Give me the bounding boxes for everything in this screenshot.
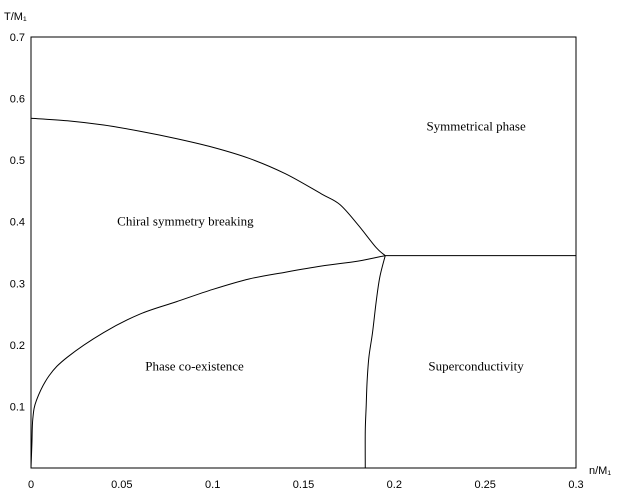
phase-boundaries (30, 117, 576, 469)
chiral-transition-curve (30, 117, 386, 256)
y-tick-labels: 0.1 0.2 0.3 0.4 0.5 0.6 0.7 (10, 32, 25, 413)
x-tick-label: 0.2 (387, 479, 402, 491)
y-tick-label: 0.5 (10, 155, 25, 167)
y-tick-label: 0.4 (10, 217, 25, 229)
x-tick-label: 0.3 (568, 479, 583, 491)
y-tick-label: 0.3 (10, 278, 25, 290)
x-tick-label: 0.1 (205, 479, 220, 491)
x-tick-label: 0.05 (111, 479, 132, 491)
x-tick-labels: 0 0.05 0.1 0.15 0.2 0.25 0.3 (28, 479, 584, 491)
region-labels: Symmetrical phase Chiral symmetry breakin… (117, 118, 526, 373)
coexistence-boundary-curve (30, 255, 386, 469)
x-tick-label: 0.15 (293, 479, 314, 491)
region-label: Superconductivity (428, 358, 524, 373)
y-axis-label: T/M₁ (4, 11, 27, 23)
region-label: Chiral symmetry breaking (117, 214, 254, 229)
plot-frame (30, 36, 577, 469)
x-axis-label: n/M₁ (589, 465, 611, 477)
superconductivity-boundary-curve (364, 255, 386, 469)
y-tick-label: 0.2 (10, 340, 25, 352)
y-tick-label: 0.6 (10, 94, 25, 106)
region-label: Phase co-existence (145, 358, 244, 373)
region-label: Symmetrical phase (426, 118, 526, 133)
x-tick-label: 0.25 (474, 479, 495, 491)
y-tick-label: 0.7 (10, 32, 25, 44)
y-tick-label: 0.1 (10, 401, 25, 413)
x-tick-label: 0 (28, 479, 34, 491)
